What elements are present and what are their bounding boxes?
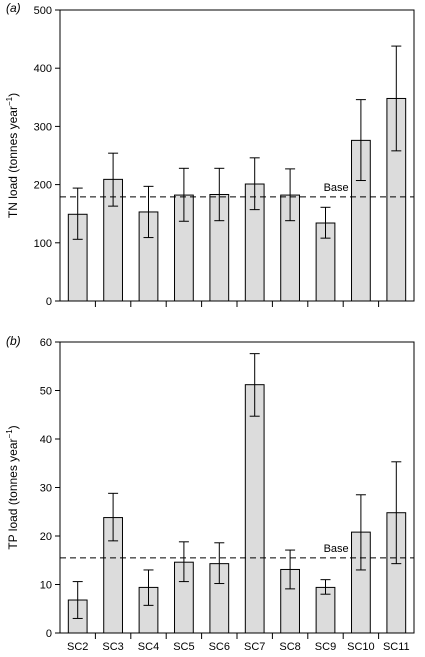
y-tick-label: 100: [34, 238, 52, 250]
y-tick-label: 0: [46, 296, 52, 308]
x-tick-label: SC11: [383, 641, 410, 653]
y-tick-label: 0: [46, 628, 52, 640]
plot-frame: [59, 341, 415, 634]
y-tick-label: 300: [34, 121, 52, 133]
x-tick-label: SC6: [209, 641, 230, 653]
y-tick-label: 200: [34, 180, 52, 192]
y-tick-label: 20: [40, 531, 52, 543]
y-tick-label: 500: [34, 5, 52, 17]
x-tick-label: SC7: [244, 641, 265, 653]
x-tick-label: SC2: [67, 641, 88, 653]
chart-panel-2: (b) TP load (tonnes year−1) 0 10 20 30 40 50 60 S…: [5, 334, 415, 653]
y-axis-label: TN load (tonnes year−1): [5, 93, 20, 218]
y-tick-label: 10: [40, 580, 52, 592]
x-tick-label: SC8: [279, 641, 300, 653]
y-tick-label: 60: [40, 337, 52, 349]
y-tick-label: 40: [40, 434, 52, 446]
y-axis-label: TP load (tonnes year−1): [5, 425, 20, 549]
bar-sc7: [244, 384, 265, 634]
panel-label: (b): [6, 334, 21, 348]
x-tick-label: SC10: [347, 641, 375, 653]
y-tick-label: 50: [40, 386, 52, 398]
chart-panel-1: (a) TN load (tonnes year−1) 0 100 200 300 400 5…: [5, 1, 415, 308]
x-tick-label: SC5: [173, 641, 194, 653]
x-tick-label: SC3: [102, 641, 123, 653]
y-tick-label: 400: [34, 63, 52, 75]
x-tick-label: SC4: [138, 641, 159, 653]
plot-frame: [59, 9, 415, 302]
panel-label: (a): [6, 1, 21, 15]
x-tick-label: SC9: [315, 641, 336, 653]
baseline-label: Base: [324, 182, 349, 194]
baseline-label: Base: [324, 543, 349, 555]
y-tick-label: 30: [40, 483, 52, 495]
